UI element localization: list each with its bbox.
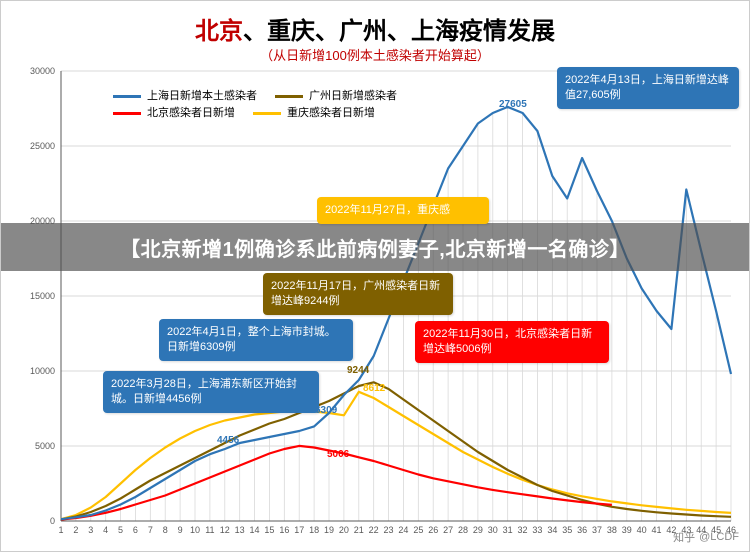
callout-peak-shanghai: 2022年4月13日，上海日新增达峰值27,605例	[557, 67, 739, 109]
legend-item-guangzhou: 广州日新增感染者	[275, 91, 397, 102]
svg-text:2: 2	[73, 525, 78, 535]
svg-text:16: 16	[279, 525, 289, 535]
value-label: 6309	[315, 405, 337, 416]
callout-pudong: 2022年3月28日，上海浦东新区开始封城。日新增4456例	[103, 371, 319, 413]
svg-text:13: 13	[235, 525, 245, 535]
svg-text:12: 12	[220, 525, 230, 535]
svg-text:7: 7	[148, 525, 153, 535]
value-label: 27605	[499, 99, 527, 110]
svg-text:32: 32	[518, 525, 528, 535]
value-label: 5006	[327, 449, 349, 460]
svg-text:1: 1	[58, 525, 63, 535]
svg-text:18: 18	[309, 525, 319, 535]
chart-container: 北京、重庆、广州、上海疫情发展 （从日新增100例本土感染者开始算起） 0500…	[0, 0, 750, 552]
svg-text:33: 33	[532, 525, 542, 535]
svg-text:5000: 5000	[35, 441, 55, 451]
legend-swatch	[253, 112, 281, 115]
svg-text:24: 24	[398, 525, 408, 535]
svg-text:9: 9	[178, 525, 183, 535]
callout-guangzhou: 2022年11月17日，广州感染者日新增达峰9244例	[263, 273, 453, 315]
svg-text:10: 10	[190, 525, 200, 535]
svg-text:10000: 10000	[30, 366, 55, 376]
legend-swatch	[113, 112, 141, 115]
svg-text:21: 21	[354, 525, 364, 535]
svg-text:3: 3	[88, 525, 93, 535]
svg-text:15000: 15000	[30, 291, 55, 301]
svg-text:20: 20	[339, 525, 349, 535]
svg-text:38: 38	[607, 525, 617, 535]
watermark-brand: 知乎	[673, 529, 695, 545]
svg-text:25: 25	[413, 525, 423, 535]
svg-text:29: 29	[473, 525, 483, 535]
svg-text:28: 28	[458, 525, 468, 535]
legend-label: 北京感染者日新增	[147, 108, 235, 119]
legend-swatch	[275, 95, 303, 98]
callout-shanghai-lockdown: 2022年4月1日，整个上海市封城。日新增6309例	[159, 319, 353, 361]
svg-text:35: 35	[562, 525, 572, 535]
svg-text:30: 30	[488, 525, 498, 535]
svg-text:31: 31	[503, 525, 513, 535]
watermark-user: @LCDF	[699, 531, 739, 543]
svg-text:19: 19	[324, 525, 334, 535]
legend-swatch	[113, 95, 141, 98]
svg-text:27: 27	[443, 525, 453, 535]
legend-label: 广州日新增感染者	[309, 91, 397, 102]
legend-label: 上海日新增本土感染者	[147, 91, 257, 102]
legend-label: 重庆感染者日新增	[287, 108, 375, 119]
legend-item-shanghai: 上海日新增本土感染者	[113, 91, 257, 102]
legend-item-chongqing: 重庆感染者日新增	[253, 108, 375, 119]
legend: 上海日新增本土感染者 广州日新增感染者 北京感染者日新增 重庆感染者日新增	[113, 91, 397, 125]
svg-text:22: 22	[369, 525, 379, 535]
svg-text:11: 11	[205, 525, 214, 535]
svg-text:8: 8	[163, 525, 168, 535]
watermark: 知乎 @LCDF	[673, 529, 739, 545]
svg-text:36: 36	[577, 525, 587, 535]
svg-text:0: 0	[50, 516, 55, 526]
callout-beijing-peak: 2022年11月30日，北京感染者日新增达峰5006例	[415, 321, 609, 363]
svg-text:23: 23	[384, 525, 394, 535]
svg-text:39: 39	[622, 525, 632, 535]
svg-text:5: 5	[118, 525, 123, 535]
value-label: 9244	[347, 365, 369, 376]
value-label: 8612	[363, 383, 385, 394]
svg-text:15: 15	[264, 525, 274, 535]
legend-item-beijing: 北京感染者日新增	[113, 108, 235, 119]
svg-text:6: 6	[133, 525, 138, 535]
svg-text:40: 40	[637, 525, 647, 535]
value-label: 4456	[217, 435, 239, 446]
svg-text:41: 41	[652, 525, 662, 535]
svg-text:25000: 25000	[30, 141, 55, 151]
svg-text:37: 37	[592, 525, 602, 535]
overlay-banner: 【北京新增1例确诊系此前病例妻子,北京新增一名确诊】	[1, 223, 749, 271]
svg-text:26: 26	[428, 525, 438, 535]
svg-text:34: 34	[547, 525, 557, 535]
svg-text:4: 4	[103, 525, 108, 535]
svg-text:30000: 30000	[30, 66, 55, 76]
svg-text:17: 17	[294, 525, 304, 535]
svg-text:14: 14	[250, 525, 260, 535]
callout-chongqing: 2022年11月27日，重庆感	[317, 197, 489, 224]
